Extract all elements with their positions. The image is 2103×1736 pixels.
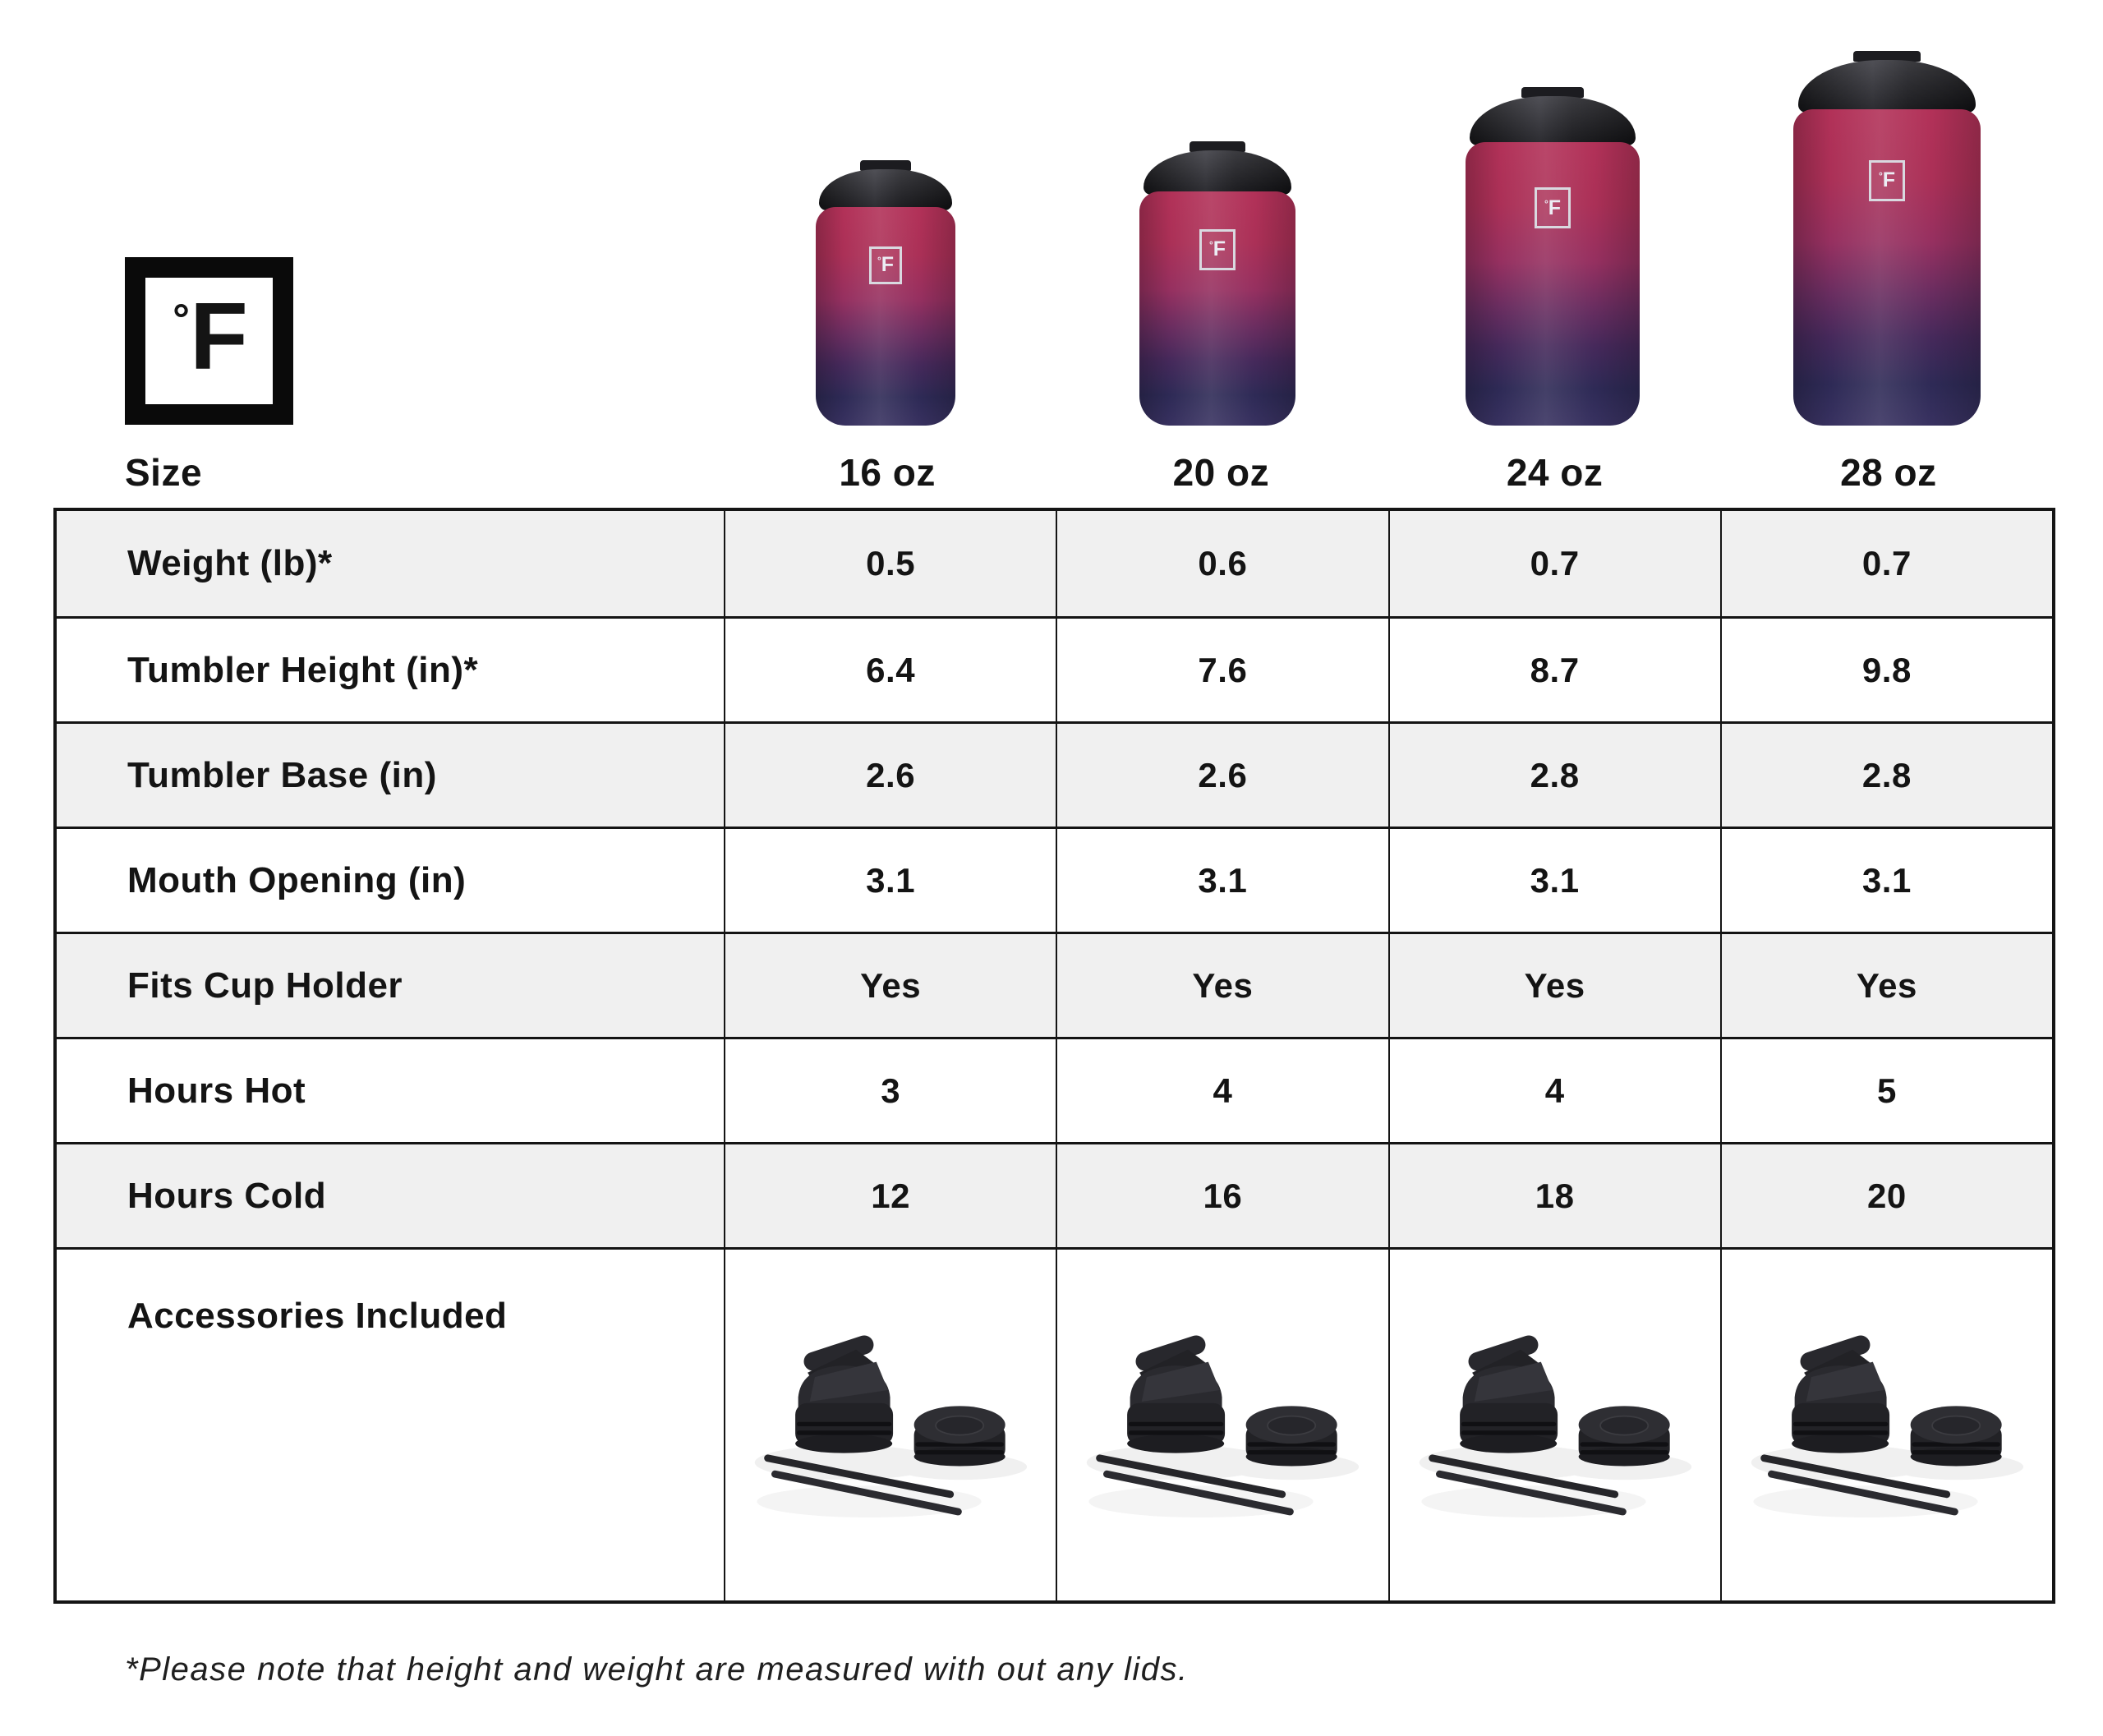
accessories-image bbox=[1410, 1280, 1700, 1597]
badge-letter: F bbox=[1548, 196, 1562, 219]
value-cell: 0.7 bbox=[1719, 511, 2052, 616]
degree-f-badge-icon: ° F bbox=[1209, 239, 1226, 260]
value-cell: 0.6 bbox=[1056, 511, 1387, 616]
value-cell: 20 bbox=[1719, 1144, 2052, 1247]
badge-letter: F bbox=[881, 253, 895, 277]
tumbler-lid-knob bbox=[1521, 87, 1585, 98]
tumbler-lid bbox=[1143, 150, 1292, 195]
table-row: Tumbler Height (in)* 6.4 7.6 8.7 9.8 bbox=[57, 616, 2052, 721]
row-label: Accessories Included bbox=[127, 1296, 508, 1336]
value-cell: 6.4 bbox=[724, 619, 1056, 721]
value-cell: 5 bbox=[1719, 1039, 2052, 1142]
brand-logo: ° F bbox=[125, 257, 293, 425]
badge-degree: ° bbox=[1544, 197, 1548, 210]
row-label: Hours Hot bbox=[127, 1070, 306, 1111]
accessories-cell bbox=[1056, 1250, 1387, 1600]
table-row: Weight (lb)* 0.5 0.6 0.7 0.7 bbox=[57, 511, 2052, 616]
badge-degree: ° bbox=[1878, 170, 1883, 182]
tumbler-lid-knob bbox=[1189, 141, 1246, 152]
tumbler-lid bbox=[1470, 96, 1636, 145]
value-cell: Yes bbox=[724, 934, 1056, 1037]
value-cell: 7.6 bbox=[1056, 619, 1387, 721]
badge-degree: ° bbox=[1208, 239, 1213, 251]
value-cell: 2.8 bbox=[1387, 724, 1720, 827]
table-row-accessories: Accessories Included bbox=[57, 1247, 2052, 1600]
size-col-16oz: 16 oz bbox=[839, 451, 936, 494]
footnote: *Please note that height and weight are … bbox=[125, 1651, 1189, 1688]
tumbler-badge: ° F bbox=[869, 246, 902, 284]
value-cell: 16 bbox=[1056, 1144, 1387, 1247]
value-cell: Yes bbox=[1387, 934, 1720, 1037]
value-cell: 12 bbox=[724, 1144, 1056, 1247]
size-col-24oz: 24 oz bbox=[1506, 451, 1604, 494]
row-label: Hours Cold bbox=[127, 1175, 327, 1216]
degree-f-badge-icon: ° F bbox=[877, 255, 894, 275]
accessories-image bbox=[1742, 1280, 2032, 1597]
size-col-20oz: 20 oz bbox=[1172, 451, 1270, 494]
size-columns: 16 oz 20 oz 24 oz 28 oz bbox=[720, 450, 2055, 495]
badge-degree: ° bbox=[877, 255, 881, 267]
table-row: Hours Cold 12 16 18 20 bbox=[57, 1142, 2052, 1247]
value-cell: 2.8 bbox=[1719, 724, 2052, 827]
value-cell: 0.7 bbox=[1387, 511, 1720, 616]
tumbler-badge: ° F bbox=[1535, 187, 1571, 229]
tumbler-image-20oz: ° F bbox=[1139, 141, 1295, 426]
value-cell: 3.1 bbox=[1056, 829, 1387, 932]
tumbler-body: ° F bbox=[1139, 191, 1295, 426]
value-cell: 3.1 bbox=[1719, 829, 2052, 932]
logo-letter: F bbox=[189, 283, 248, 389]
size-row-label: Size bbox=[125, 451, 203, 494]
table-row: Fits Cup Holder Yes Yes Yes Yes bbox=[57, 932, 2052, 1037]
accessories-cell bbox=[1719, 1250, 2052, 1600]
value-cell: 3 bbox=[724, 1039, 1056, 1142]
value-cell: 8.7 bbox=[1387, 619, 1720, 721]
tumbler-lid bbox=[819, 169, 952, 210]
value-cell: 0.5 bbox=[724, 511, 1056, 616]
degree-f-badge-icon: ° F bbox=[1544, 196, 1562, 219]
value-cell: Yes bbox=[1056, 934, 1387, 1037]
row-label: Fits Cup Holder bbox=[127, 965, 403, 1006]
accessories-image bbox=[746, 1280, 1035, 1597]
tumbler-lid bbox=[1797, 60, 1976, 113]
spec-table: Weight (lb)* 0.5 0.6 0.7 0.7 Tumbler Hei… bbox=[53, 508, 2055, 1604]
badge-letter: F bbox=[1213, 237, 1226, 261]
degree-f-badge-icon: ° F bbox=[1879, 170, 1895, 191]
table-row: Tumbler Base (in) 2.6 2.6 2.8 2.8 bbox=[57, 721, 2052, 827]
tumbler-body: ° F bbox=[816, 207, 955, 426]
accessories-cell bbox=[724, 1250, 1056, 1600]
tumbler-badge: ° F bbox=[1869, 159, 1905, 201]
accessories-cell bbox=[1387, 1250, 1720, 1600]
value-cell: 3.1 bbox=[1387, 829, 1720, 932]
table-row: Hours Hot 3 4 4 5 bbox=[57, 1037, 2052, 1142]
value-cell: 2.6 bbox=[1056, 724, 1387, 827]
value-cell: 4 bbox=[1387, 1039, 1720, 1142]
value-cell: 2.6 bbox=[724, 724, 1056, 827]
value-cell: Yes bbox=[1719, 934, 2052, 1037]
value-cell: 4 bbox=[1056, 1039, 1387, 1142]
tumbler-body: ° F bbox=[1466, 142, 1640, 426]
value-cell: 18 bbox=[1387, 1144, 1720, 1247]
value-cell: 3.1 bbox=[724, 829, 1056, 932]
tumbler-image-28oz: ° F bbox=[1793, 51, 1981, 426]
size-col-28oz: 28 oz bbox=[1840, 451, 1937, 494]
logo-degree: ° bbox=[173, 296, 190, 343]
degree-f-logo-icon: ° F bbox=[173, 288, 248, 389]
row-label: Mouth Opening (in) bbox=[127, 859, 467, 900]
accessories-image bbox=[1078, 1280, 1367, 1597]
badge-letter: F bbox=[1882, 168, 1896, 192]
value-cell: 9.8 bbox=[1719, 619, 2052, 721]
tumbler-image-16oz: ° F bbox=[816, 160, 955, 426]
tumbler-badge: ° F bbox=[1199, 228, 1236, 270]
row-label: Tumbler Base (in) bbox=[127, 754, 437, 795]
tumbler-body: ° F bbox=[1793, 109, 1981, 426]
table-row: Mouth Opening (in) 3.1 3.1 3.1 3.1 bbox=[57, 827, 2052, 932]
row-label: Weight (lb)* bbox=[127, 543, 333, 583]
tumbler-lid-knob bbox=[1852, 51, 1921, 62]
tumbler-image-24oz: ° F bbox=[1466, 87, 1640, 426]
row-label: Tumbler Height (in)* bbox=[127, 649, 479, 690]
tumbler-lid-knob bbox=[860, 160, 911, 171]
